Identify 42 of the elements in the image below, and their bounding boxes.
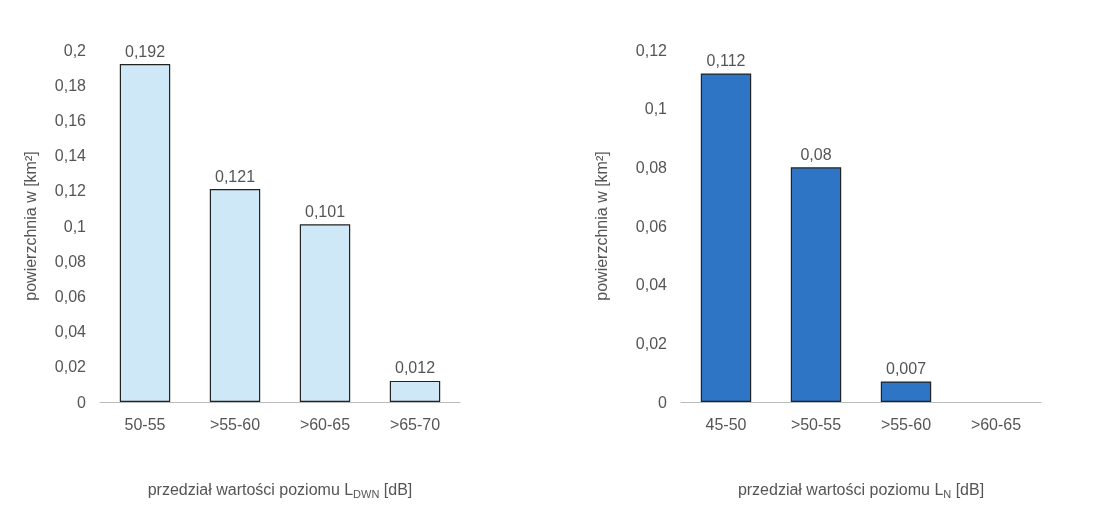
y-tick-label: 0,1 xyxy=(644,100,668,118)
y-tick-label: 0,18 xyxy=(54,76,87,94)
data-label: 0,192 xyxy=(124,42,166,60)
y-tick-label: 0,16 xyxy=(54,111,87,129)
y-tick-label: 0,04 xyxy=(635,276,668,294)
y-tick-label: 0,06 xyxy=(635,217,668,235)
x-tick-label: >65-70 xyxy=(389,415,441,433)
bar xyxy=(790,167,842,402)
data-label: 0,112 xyxy=(706,51,746,69)
y-tick-label: 0,02 xyxy=(635,334,668,352)
bar xyxy=(209,189,261,402)
x-tick-label: 45-50 xyxy=(705,415,747,433)
data-label: 0,007 xyxy=(885,359,927,377)
x-tick-label: >55-60 xyxy=(880,415,932,433)
bar xyxy=(700,73,752,402)
y-tick-label: 0,1 xyxy=(63,217,87,235)
x-tick-label: >60-65 xyxy=(299,415,351,433)
y-axis-title: powierzchnia w [km²] xyxy=(592,151,610,301)
data-label: 0,012 xyxy=(394,359,436,377)
x-tick-label: >50-55 xyxy=(790,415,842,433)
y-axis-title: powierzchnia w [km²] xyxy=(21,151,39,301)
y-tick-label: 0,08 xyxy=(54,252,87,270)
bar xyxy=(389,380,441,402)
y-tick-label: 0,06 xyxy=(54,287,87,305)
y-tick-label: 0 xyxy=(658,393,668,411)
x-tick-label: >60-65 xyxy=(970,415,1022,433)
bar xyxy=(299,224,351,402)
y-tick-label: 0,14 xyxy=(54,147,87,165)
data-label: 0,101 xyxy=(304,202,346,220)
y-tick-label: 0,2 xyxy=(63,41,87,59)
data-label: 0,08 xyxy=(800,145,832,163)
bar xyxy=(880,381,932,402)
y-tick-label: 0,02 xyxy=(54,358,87,376)
y-tick-label: 0,08 xyxy=(635,158,668,176)
x-tick-label: 50-55 xyxy=(124,415,166,433)
bar xyxy=(119,64,171,402)
y-tick-label: 0 xyxy=(77,393,87,411)
data-label: 0,121 xyxy=(214,167,256,185)
y-tick-label: 0,12 xyxy=(54,182,87,200)
y-tick-label: 0,12 xyxy=(635,41,668,59)
y-tick-label: 0,04 xyxy=(54,323,87,341)
x-tick-label: >55-60 xyxy=(209,415,261,433)
